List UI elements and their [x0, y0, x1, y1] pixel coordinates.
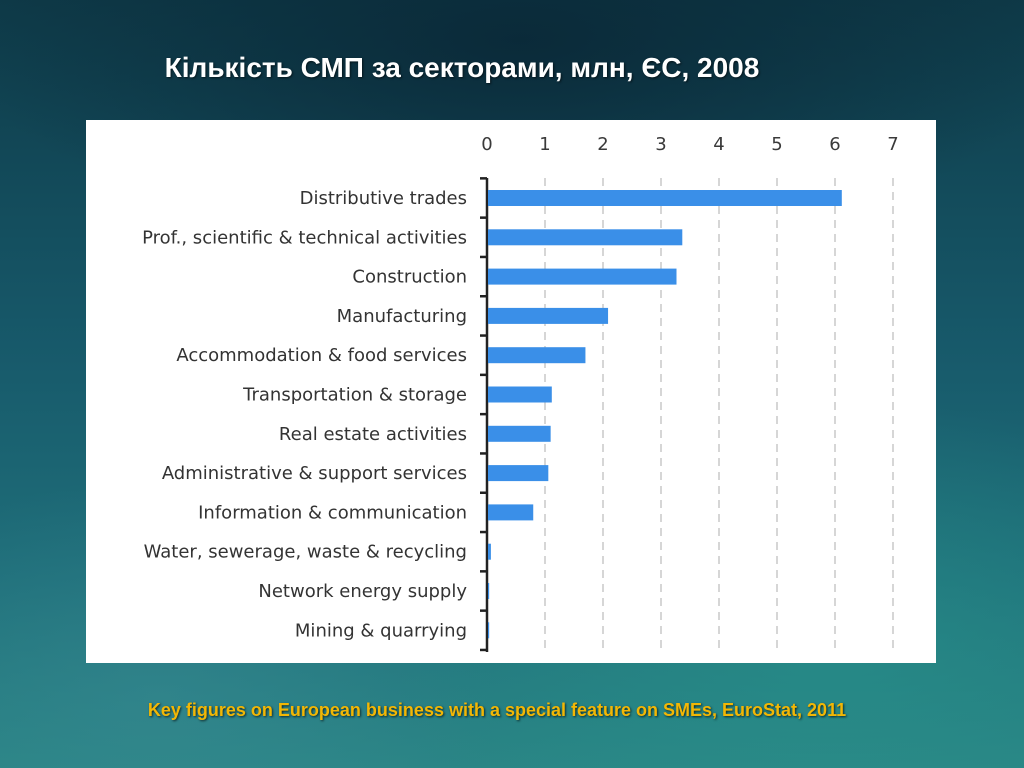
- category-label: Mining & quarrying: [295, 620, 467, 641]
- category-label: Information & communication: [198, 502, 467, 523]
- category-label: Network energy supply: [258, 581, 467, 602]
- bar: [488, 190, 842, 206]
- bar: [488, 543, 491, 560]
- bar: [488, 465, 549, 482]
- x-tick-label: 1: [539, 134, 550, 155]
- source-caption: Key figures on European business with a …: [147, 700, 847, 720]
- category-label: Manufacturing: [337, 306, 467, 327]
- x-tick-label: 3: [655, 134, 666, 155]
- x-tick-label: 5: [771, 134, 782, 155]
- category-label: Transportation & storage: [242, 385, 467, 406]
- bar: [488, 386, 552, 403]
- bar: [488, 347, 586, 364]
- category-label: Prof., scientific & technical activities: [142, 227, 467, 248]
- category-label: Administrative & support services: [162, 463, 467, 484]
- chart-panel: 0 1 2 3 4 5 6 7 Distributive trades Prof., scient…: [86, 120, 936, 663]
- bar: [488, 504, 534, 521]
- bar: [488, 307, 609, 324]
- x-tick-label: 2: [597, 134, 608, 155]
- category-label: Distributive trades: [300, 188, 467, 209]
- bar: [488, 622, 490, 639]
- bar: [488, 425, 551, 442]
- category-label: Construction: [352, 267, 467, 288]
- x-tick-label: 0: [481, 134, 492, 155]
- bar: [488, 268, 677, 285]
- bar: [488, 583, 490, 599]
- x-tick-label: 6: [829, 134, 840, 155]
- bar-chart: 0 1 2 3 4 5 6 7 Distributive trades Prof., scient…: [142, 134, 899, 652]
- category-label: Real estate activities: [279, 424, 467, 445]
- x-tick-label: 7: [887, 134, 898, 155]
- category-label: Accommodation & food services: [176, 345, 467, 366]
- slide-title: Кількість СМП за секторами, млн, ЄС, 200…: [164, 52, 760, 83]
- x-tick-label: 4: [713, 134, 724, 155]
- bar: [488, 229, 683, 246]
- category-label: Water, sewerage, waste & recycling: [144, 542, 467, 563]
